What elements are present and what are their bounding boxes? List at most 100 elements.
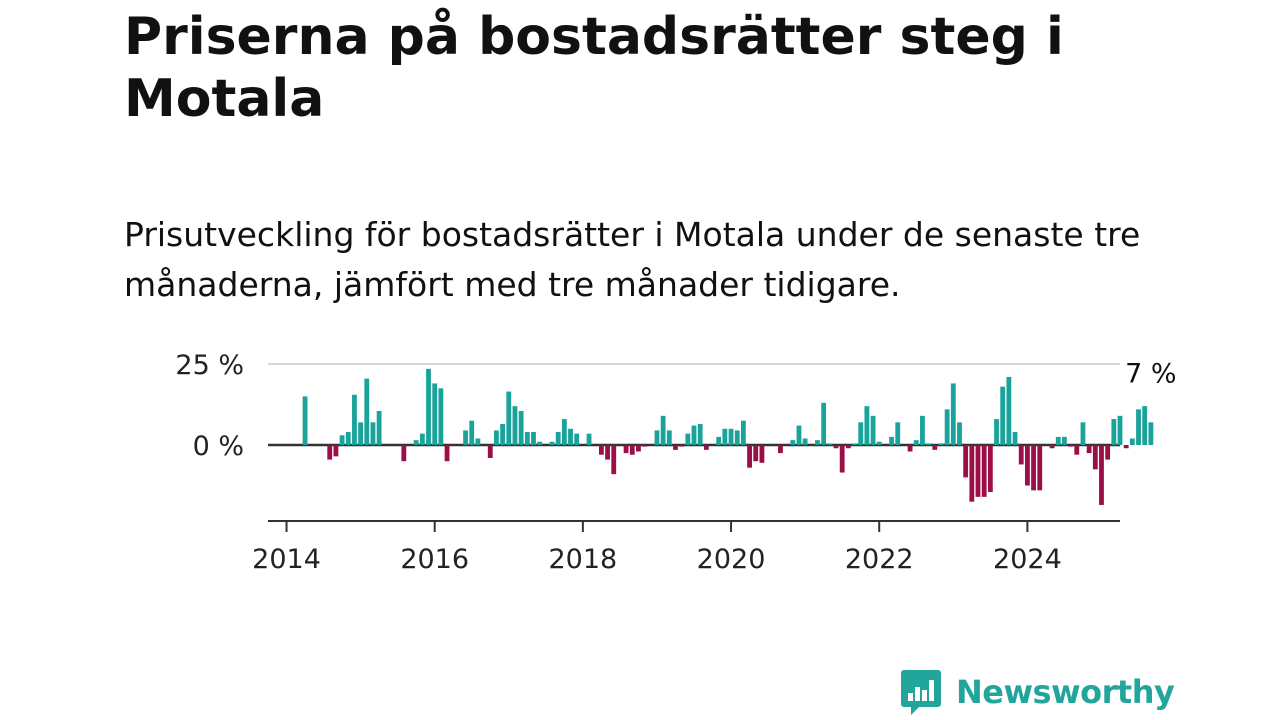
bar xyxy=(555,432,561,445)
bar xyxy=(537,441,543,445)
bar xyxy=(611,445,617,475)
bar xyxy=(734,430,740,445)
bar xyxy=(858,422,864,445)
bar xyxy=(358,422,364,445)
bar xyxy=(531,432,536,445)
newsworthy-logo-icon xyxy=(901,670,941,715)
bar xyxy=(1018,445,1024,465)
axis-layer: 25 % 0 % 2014 2016 2018 2020 2022 2024 7 % xyxy=(175,350,1176,575)
bar xyxy=(568,428,573,445)
bar xyxy=(981,445,987,497)
bar xyxy=(790,440,796,445)
bar xyxy=(1105,445,1111,460)
bar xyxy=(401,445,407,462)
bar xyxy=(870,415,876,445)
bar xyxy=(463,430,468,445)
bar xyxy=(913,440,919,445)
bar xyxy=(345,432,351,445)
bar xyxy=(327,445,333,460)
bar xyxy=(740,420,746,445)
bar xyxy=(975,445,981,497)
bar xyxy=(815,440,820,445)
bar xyxy=(1062,436,1067,445)
bar xyxy=(666,430,672,445)
bar xyxy=(938,443,944,445)
bar xyxy=(969,445,975,502)
bar xyxy=(1031,445,1036,491)
bar xyxy=(703,445,709,450)
bar xyxy=(426,368,431,445)
bar xyxy=(1074,445,1080,455)
bar xyxy=(1006,376,1012,445)
bar xyxy=(642,445,648,447)
bar xyxy=(623,445,629,454)
bar xyxy=(926,443,932,445)
bar xyxy=(1024,445,1030,486)
bar xyxy=(845,445,851,449)
y-tick-label: 25 % xyxy=(175,350,244,381)
bar xyxy=(1117,415,1123,445)
bar xyxy=(673,445,678,450)
bar xyxy=(500,423,506,445)
bar xyxy=(302,396,308,445)
bar xyxy=(957,422,962,445)
bar xyxy=(1068,445,1074,447)
bar xyxy=(876,441,882,445)
bar xyxy=(364,378,370,445)
bar xyxy=(895,422,901,445)
x-tick-label: 2016 xyxy=(400,544,469,575)
bar xyxy=(586,433,592,445)
bar xyxy=(370,422,376,445)
bar xyxy=(753,445,759,462)
bar xyxy=(722,428,728,445)
bar xyxy=(518,410,524,445)
bar xyxy=(679,445,685,447)
bar xyxy=(469,420,475,445)
bar xyxy=(352,394,357,445)
bar xyxy=(654,430,660,445)
bar xyxy=(728,428,734,445)
bar xyxy=(506,391,512,445)
bar xyxy=(494,430,499,445)
bar xyxy=(747,445,752,468)
bar xyxy=(1099,445,1104,505)
bar xyxy=(1049,445,1055,449)
brand-name: Newsworthy xyxy=(956,673,1175,711)
bar xyxy=(691,425,697,445)
bar xyxy=(419,433,425,445)
bar xyxy=(629,445,635,455)
bar xyxy=(802,438,808,445)
bar xyxy=(1037,445,1043,491)
bar xyxy=(1129,438,1135,445)
x-tick-label: 2024 xyxy=(993,544,1062,575)
bar xyxy=(475,438,481,445)
bar xyxy=(963,445,969,478)
bar xyxy=(574,433,580,445)
bar xyxy=(1012,432,1018,445)
bar xyxy=(920,415,925,445)
bar xyxy=(821,402,827,445)
bar xyxy=(987,445,993,492)
x-tick-label: 2020 xyxy=(697,544,766,575)
bars-layer xyxy=(302,368,1154,505)
bar xyxy=(524,432,530,445)
bar xyxy=(1055,436,1061,445)
bar xyxy=(1136,409,1141,445)
bar xyxy=(864,406,870,445)
bar xyxy=(339,435,345,445)
bar xyxy=(1092,445,1098,470)
bar xyxy=(852,443,857,445)
bar xyxy=(994,419,999,445)
chart-subtitle: Prisutveckling för bostadsrätter i Motal… xyxy=(124,215,1141,304)
bar xyxy=(605,445,610,460)
bar xyxy=(839,445,845,473)
bar xyxy=(636,445,641,452)
bar xyxy=(932,445,938,450)
bar xyxy=(432,383,438,445)
x-tick-label: 2018 xyxy=(549,544,618,575)
brand: Newsworthy xyxy=(900,668,1175,716)
bar xyxy=(1000,386,1006,445)
bar-chart: 25 % 0 % 2014 2016 2018 2020 2022 2024 7 % xyxy=(175,350,1176,575)
bar xyxy=(907,445,913,452)
bar xyxy=(413,440,419,445)
